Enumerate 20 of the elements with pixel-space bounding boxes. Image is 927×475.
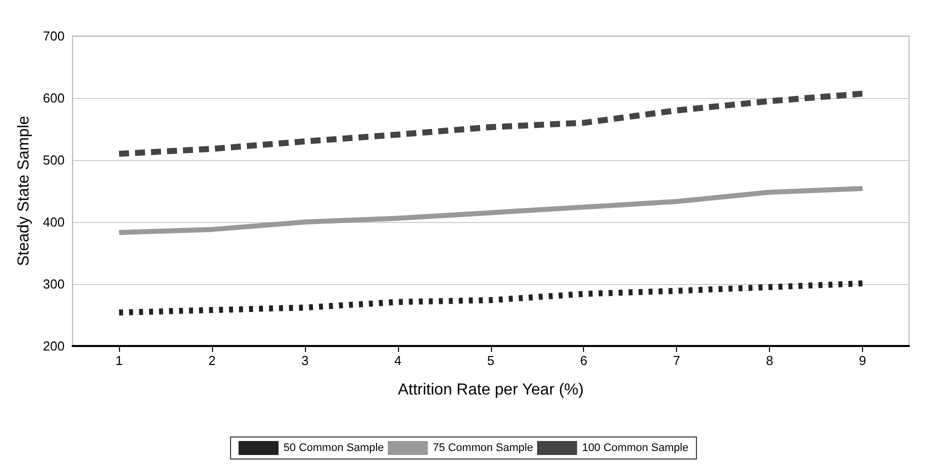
x-tick-label: 4 [394,353,402,368]
y-tick-label: 200 [42,338,65,354]
x-tick-label: 8 [766,353,774,368]
y-tick-label: 300 [42,276,65,292]
legend-label: 100 Common Sample [582,442,688,454]
y-axis-title: Steady State Sample [16,116,32,266]
x-tick-label: 5 [487,353,494,368]
x-tick-label: 1 [115,353,123,368]
y-tick-label: 400 [42,214,65,230]
y-tick-label: 700 [42,28,65,44]
y-tick-label: 500 [42,152,65,168]
x-axis-title: Attrition Rate per Year (%) [398,382,584,398]
x-tick-label: 9 [858,353,866,368]
x-tick-label: 3 [301,353,309,368]
y-tick-label: 600 [42,90,65,106]
legend-label: 75 Common Sample [432,442,534,454]
legend-label: 50 Common Sample [284,442,384,454]
x-tick-label: 2 [208,353,216,368]
x-tick-label: 6 [580,353,588,368]
x-tick-label: 7 [673,353,680,368]
